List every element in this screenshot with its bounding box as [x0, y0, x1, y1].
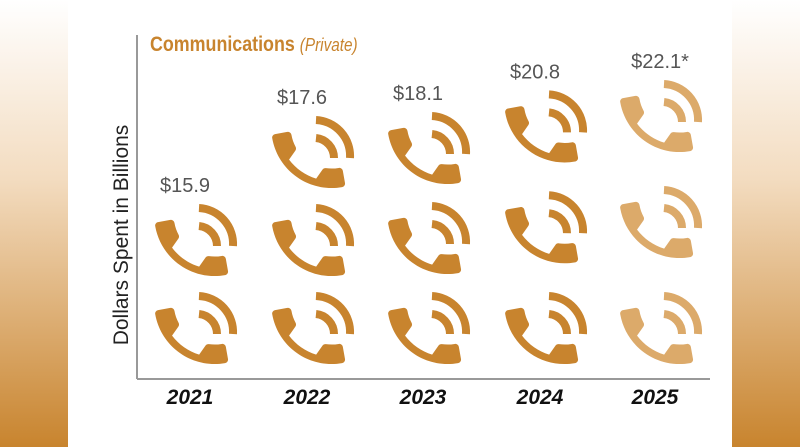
phone-icon	[620, 80, 703, 153]
phone-icon	[388, 112, 471, 185]
right-backdrop	[732, 0, 800, 447]
value-label: $22.1*	[631, 51, 689, 73]
value-label: $18.1	[393, 83, 443, 105]
chart-title: Communications (Private)	[150, 33, 358, 57]
phone-icon	[388, 202, 471, 275]
left-backdrop	[0, 0, 68, 447]
phone-icon	[620, 186, 703, 259]
value-label: $20.8	[510, 61, 560, 83]
phone-icon	[272, 204, 355, 277]
phone-icon	[272, 292, 355, 365]
phone-icon	[505, 90, 588, 163]
x-tick-label: 2021	[166, 386, 214, 409]
phone-icon	[272, 116, 355, 189]
subtitle-text: (Private)	[299, 35, 358, 55]
value-label: $17.6	[277, 87, 327, 109]
value-label: $15.9	[160, 175, 210, 197]
title-text: Communications	[150, 33, 295, 56]
phone-icon	[505, 292, 588, 365]
phone-icon	[505, 191, 588, 264]
x-tick-label: 2024	[516, 386, 564, 409]
x-tick-label: 2025	[631, 386, 679, 409]
phone-icon	[620, 292, 703, 365]
phone-icon	[155, 292, 238, 365]
phone-icon	[155, 204, 238, 277]
x-tick-label: 2022	[283, 386, 331, 409]
phone-icon	[388, 292, 471, 365]
x-tick-label: 2023	[399, 386, 447, 409]
